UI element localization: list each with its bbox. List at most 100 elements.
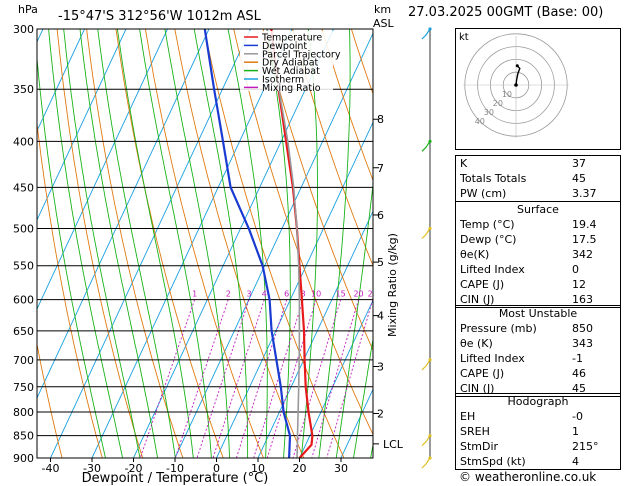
location-title: -15°47'S 312°56'W 1012m ASL (58, 9, 262, 24)
pressure-tick-label: 900 (13, 452, 34, 465)
mixing-ratio-label: 3 (246, 290, 251, 299)
hodograph-ring-label: 10 (502, 90, 512, 99)
hodograph-frame (455, 28, 621, 150)
surface-row: CAPE (J) 12 (460, 278, 586, 291)
hodograph-stats-title: Hodograph (507, 395, 569, 408)
surface-row: Temp (°C) 19.4 (460, 218, 597, 231)
hodograph-unit-label: kt (459, 32, 469, 43)
isotherm-line (0, 29, 2, 458)
x-axis-label: Dewpoint / Temperature (°C) (82, 471, 269, 486)
pressure-tick-label: 650 (13, 325, 34, 338)
y-axis-label-mixing-ratio: Mixing Ratio (g/kg) (386, 233, 399, 337)
x-tick-label: 30 (334, 462, 348, 475)
km-label: km (374, 3, 391, 16)
mixing-ratio-line (196, 299, 250, 458)
plot-frame (36, 28, 374, 459)
pressure-tick-label: 700 (13, 354, 34, 367)
mixing-ratio-label: 10 (311, 290, 321, 299)
hodograph-origin-dot (514, 83, 518, 87)
axes: -40 -30 -20 -10 0 10 20 30 8 7 6 5 4 3 2 LCL (42, 113, 404, 475)
most-unstable-row: θe (K) 343 (460, 337, 593, 350)
legend-entry: Wet Adiabat (262, 66, 320, 77)
mixing-ratio-label: 20 (353, 290, 363, 299)
isotherm-line (37, 29, 127, 221)
wet-adiabat-line (116, 29, 194, 458)
wind-barb-dot (428, 226, 432, 231)
wet-adiabat-line (370, 442, 373, 458)
km-tick-label: LCL (383, 438, 404, 451)
dry-adiabat-line (115, 29, 224, 458)
asl-label: ASL (373, 17, 395, 30)
km-tick-label: 8 (377, 113, 384, 126)
legend-entry: Dewpoint (262, 41, 307, 52)
mixing-ratio-label: 8 (301, 290, 306, 299)
hodograph-stats-row: StmSpd (kt) 4 (460, 455, 579, 468)
pressure-tick-label: 500 (13, 222, 34, 235)
km-tick-label: 3 (377, 361, 384, 374)
legend-entry: Temperature (261, 33, 322, 44)
series-line-temperature (270, 29, 314, 458)
mixing-ratio-label: 6 (284, 290, 289, 299)
series-line-dewpoint (203, 29, 292, 458)
pressure-tick-label: 800 (13, 406, 34, 419)
wind-barb-dot (428, 27, 432, 31)
pressure-tick-label: 450 (13, 181, 34, 194)
hodograph-ring-label: 30 (484, 108, 494, 117)
wind-barb (421, 435, 431, 447)
surface-panel: Surface Temp (°C) 19.4 Dewp (°C) 17.5 θe(K… (455, 201, 621, 308)
profile-curves (203, 29, 314, 458)
wind-barb-dot (428, 456, 432, 460)
surface-row: θe(K) 342 (460, 248, 593, 261)
index-row: Totals Totals 45 (460, 172, 586, 185)
most-unstable-panel: Most Unstable Pressure (mb) 850 θe (K) 343… (455, 305, 621, 397)
index-row: K 37 (460, 157, 586, 170)
isotherm-line (37, 29, 168, 310)
wet-adiabat-line (37, 53, 106, 458)
x-tick-label: 10 (251, 462, 265, 475)
pressure-tick-label: 850 (13, 430, 34, 443)
hodograph-stats-row: EH -0 (460, 410, 583, 423)
credit-text: © weatheronline.co.uk (459, 470, 597, 484)
pressure-tick-label: 300 (13, 23, 34, 36)
km-tick-label: 5 (377, 256, 384, 269)
surface-row: Dewp (°C) 17.5 (460, 233, 597, 246)
isotherm-line (37, 29, 85, 132)
hodograph-end-dot (515, 64, 519, 68)
hodograph-stats-panel: Hodograph EH -0 SREH 1 StmDir 215° StmSpd (… (455, 393, 621, 470)
legend-entry: Parcel Trajectory (262, 49, 341, 60)
x-tick-label: -20 (125, 462, 143, 475)
wind-barb (421, 140, 431, 152)
mixing-ratio-label: 15 (336, 290, 346, 299)
legend-entry: Mixing Ratio (262, 83, 321, 94)
x-tick-label: -10 (166, 462, 184, 475)
surface-title: Surface (517, 203, 559, 216)
hodograph-stats-row: SREH 1 (460, 425, 579, 438)
wind-barb-dot (428, 358, 432, 362)
pressure-tick-label: 550 (13, 260, 34, 273)
wind-barb (421, 228, 431, 239)
legend-entry: Isotherm (262, 75, 304, 86)
isobars: 300 350 400 450 500 550 600 650 700 750 800 850 900 (13, 23, 373, 465)
dry-adiabat-line (86, 29, 184, 458)
hodograph-stats-row: StmDir 215° (460, 440, 599, 453)
mixing-ratio-label: 25 (368, 290, 378, 299)
mixing-ratio-label: 2 (226, 290, 231, 299)
index-row: PW (cm) 3.37 (460, 187, 597, 200)
x-tick-label: -30 (83, 462, 101, 475)
pressure-tick-label: 350 (13, 83, 34, 96)
wind-barb-dot (428, 434, 432, 438)
surface-row: Lifted Index 0 (460, 263, 579, 276)
wind-barbs (421, 27, 432, 469)
km-tick-label: 4 (377, 310, 384, 323)
wind-barb (421, 359, 431, 371)
series-line-parcel-trajectory (266, 29, 301, 458)
x-tick-label: -40 (42, 462, 60, 475)
hodograph-ring-label: 40 (475, 117, 485, 126)
most-unstable-row: Lifted Index -1 (460, 352, 583, 365)
wet-adiabat-line (164, 29, 230, 458)
wet-adiabat-line (335, 180, 373, 458)
